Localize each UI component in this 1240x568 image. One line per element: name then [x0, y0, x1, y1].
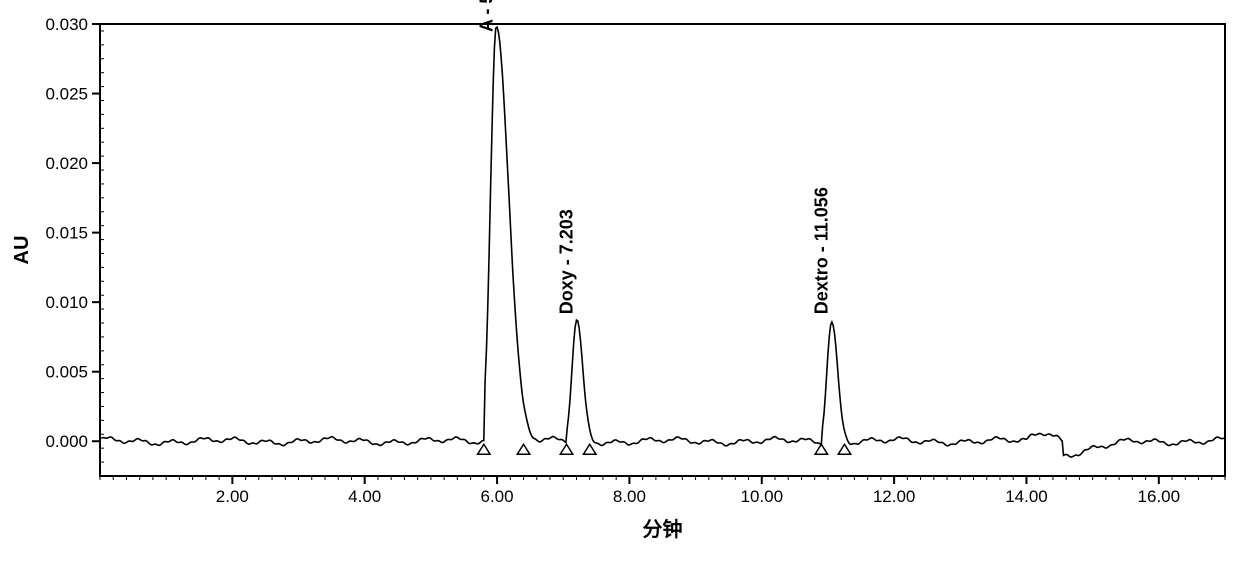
y-tick-label: 0.000 [45, 432, 88, 451]
y-tick-label: 0.020 [45, 154, 88, 173]
integration-marker-icon [838, 444, 851, 454]
x-tick-label: 4.00 [348, 487, 381, 506]
peak-label-dextro: Dextro - 11.056 [812, 187, 832, 314]
integration-marker-icon [815, 444, 828, 454]
integration-marker-icon [583, 444, 596, 454]
x-tick-label: 6.00 [481, 487, 514, 506]
peak-label-a: A - 5.989 [476, 0, 496, 32]
x-axis-title: 分钟 [643, 517, 683, 541]
x-tick-label: 10.00 [740, 487, 783, 506]
x-tick-label: 16.00 [1138, 487, 1181, 506]
y-tick-label: 0.015 [45, 224, 88, 243]
y-axis-title: AU [11, 236, 33, 265]
y-tick-label: 0.005 [45, 363, 88, 382]
y-tick-label: 0.030 [45, 15, 88, 34]
integration-marker-icon [478, 444, 491, 454]
chromatogram-chart: 0.000 0.005 0.010 0.015 0.020 0.025 0.030 2.00 4… [0, 0, 1240, 568]
y-tick-label: 0.010 [45, 293, 88, 312]
x-tick-label: 8.00 [613, 487, 646, 506]
chromatogram-trace [101, 27, 1225, 457]
y-tick-label: 0.025 [45, 85, 88, 104]
x-tick-label: 12.00 [873, 487, 916, 506]
x-tick-label: 2.00 [216, 487, 249, 506]
peak-label-doxy: Doxy - 7.203 [557, 209, 577, 314]
x-tick-label: 14.00 [1005, 487, 1048, 506]
integration-marker-icon [560, 444, 573, 454]
integration-marker-icon [517, 444, 530, 454]
chromatogram-svg: 0.000 0.005 0.010 0.015 0.020 0.025 0.030 2.00 4… [0, 0, 1240, 568]
